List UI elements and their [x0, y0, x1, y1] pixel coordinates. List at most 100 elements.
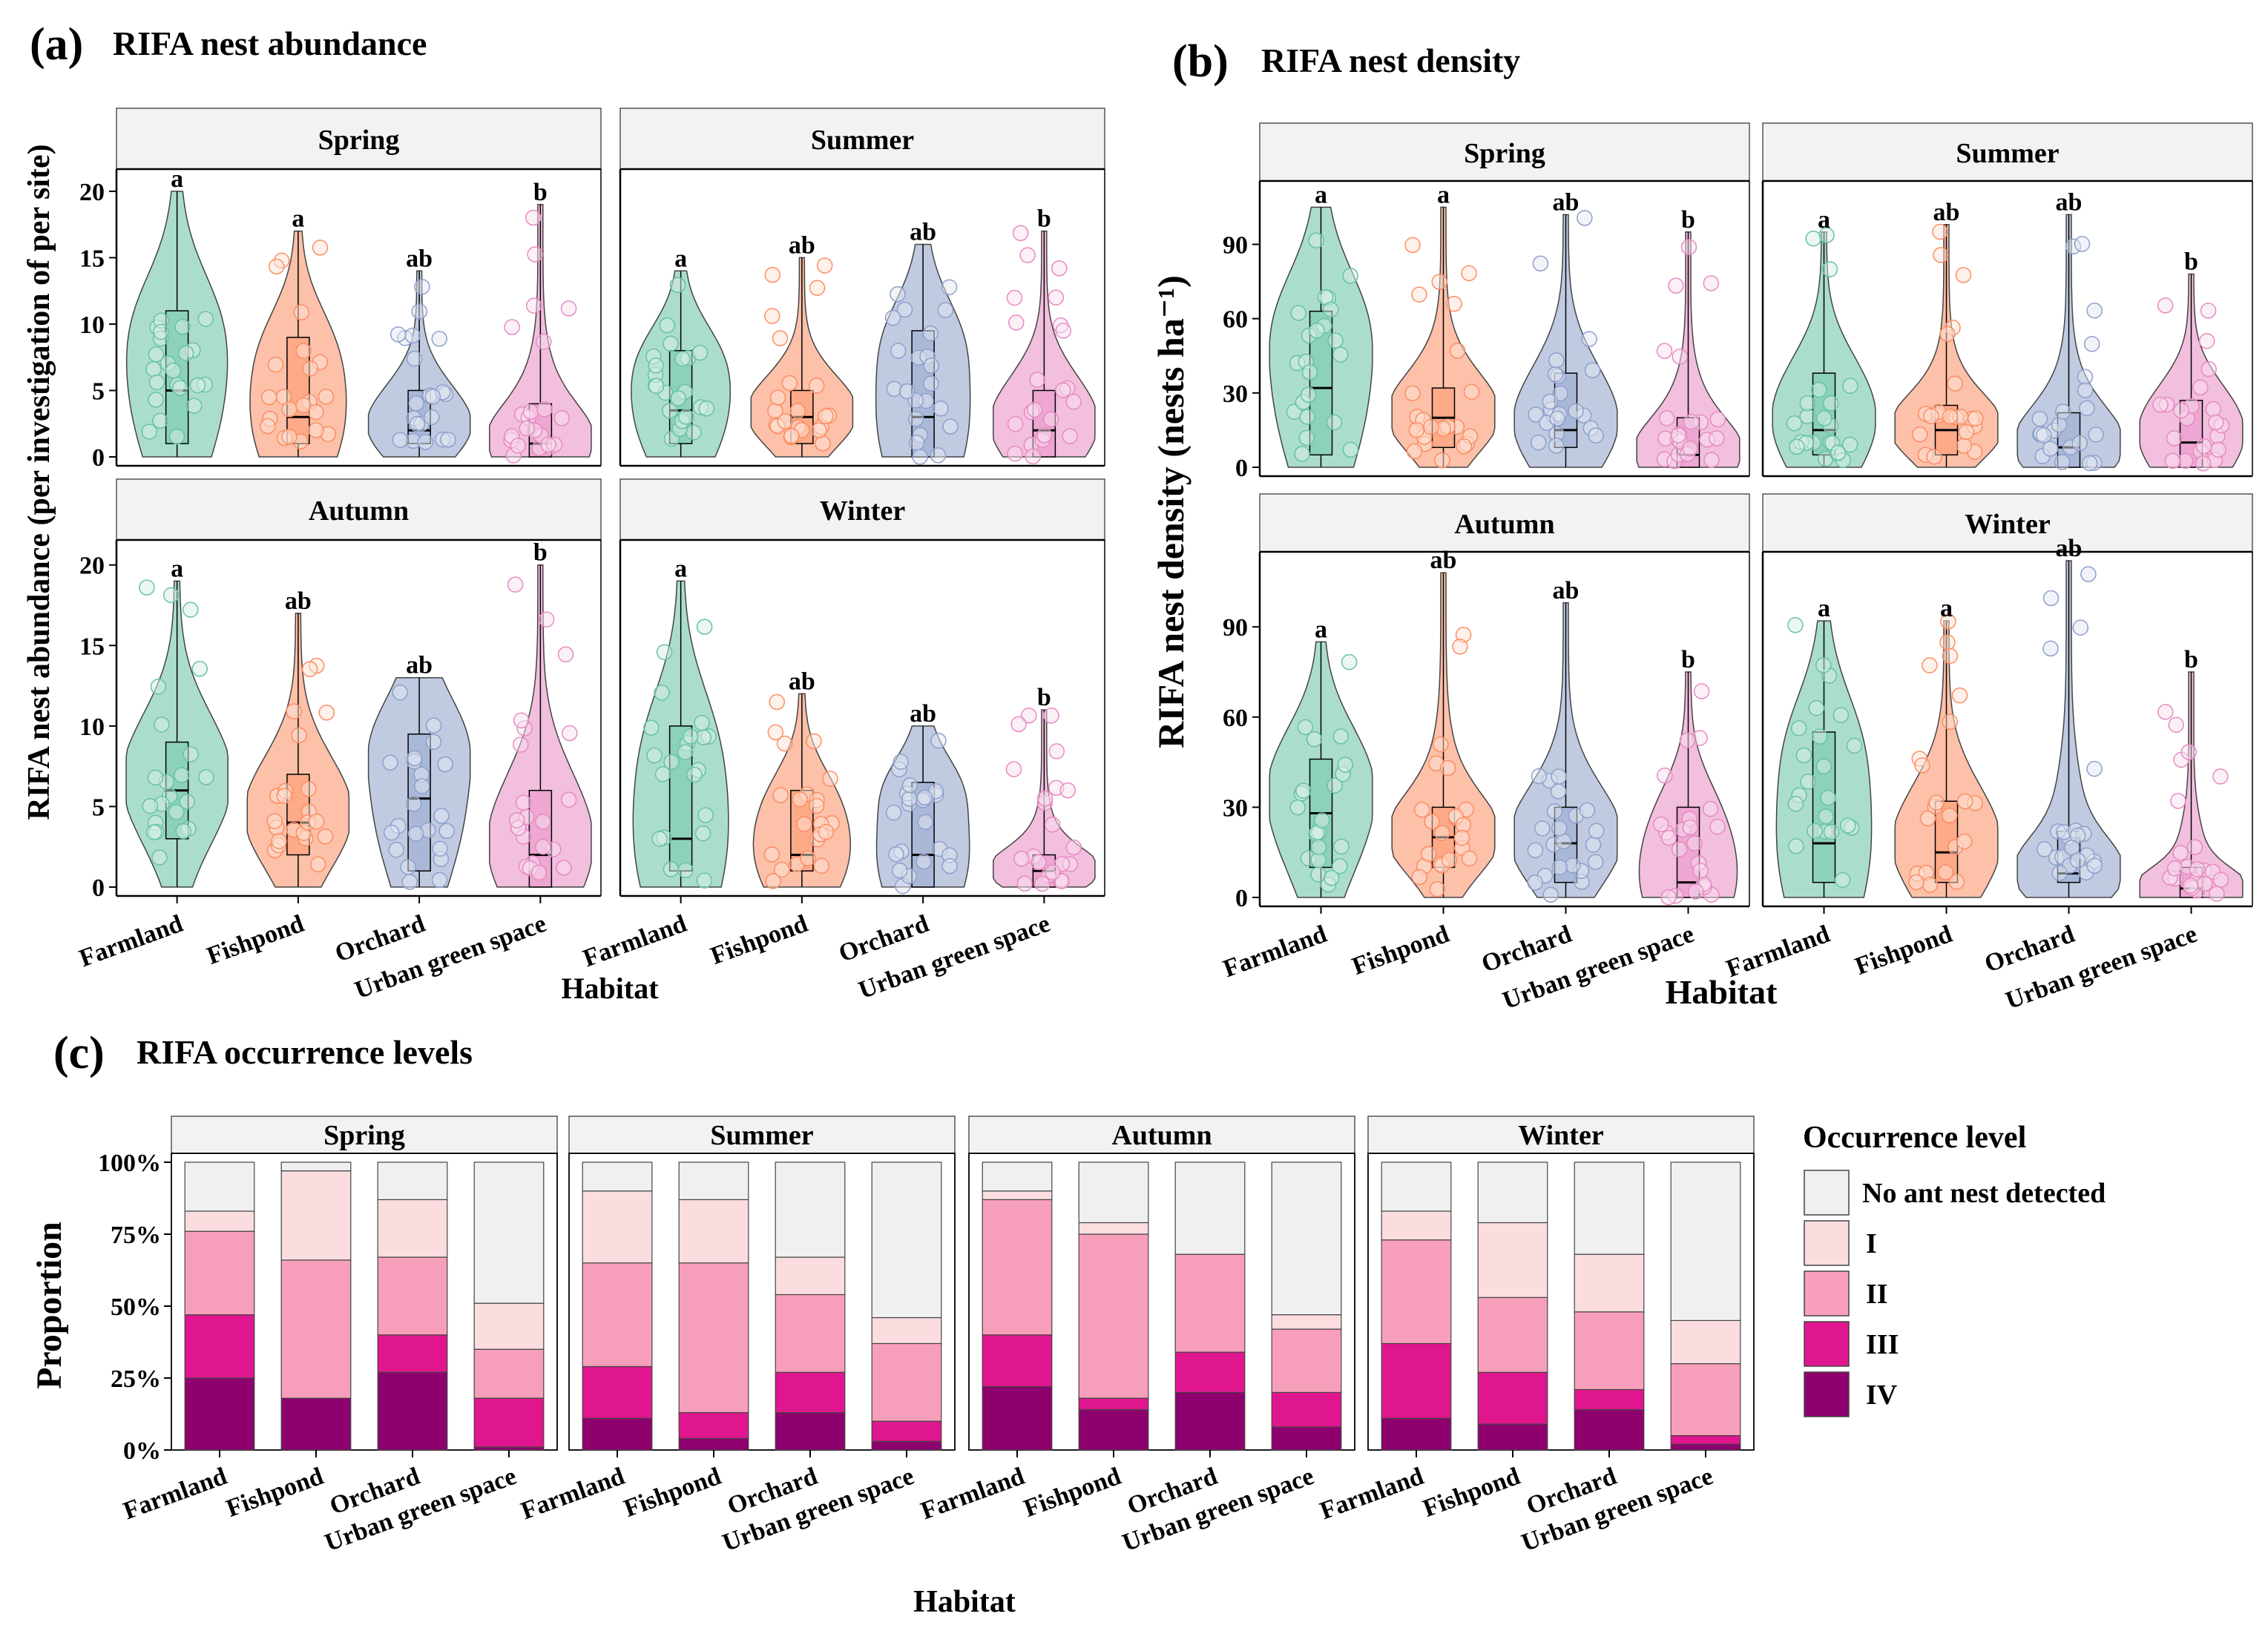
significance-letter: ab: [406, 245, 433, 272]
bar-segment-ii: [1174, 1253, 1246, 1353]
jitter-point: [1326, 414, 1343, 431]
jitter-point: [884, 309, 901, 326]
y-tick-label: 0: [92, 874, 105, 902]
jitter-point: [765, 873, 781, 889]
jitter-point: [777, 413, 793, 429]
jitter-point: [1942, 807, 1958, 824]
jitter-point: [651, 831, 668, 847]
jitter-point: [1955, 267, 1972, 283]
bar-segment-ii: [775, 1293, 846, 1373]
jitter-point: [2086, 760, 2103, 777]
jitter-point: [1968, 410, 1984, 426]
stacked-bar-autumn-0: [982, 1161, 1053, 1451]
bar-segment-iv: [582, 1417, 653, 1451]
bar-segment-iii: [871, 1420, 942, 1442]
violin-a-autumn-1: ab: [246, 587, 350, 888]
jitter-point: [1452, 639, 1468, 655]
violin-a-spring-2: ab: [367, 245, 471, 458]
jitter-point: [425, 717, 442, 734]
jitter-point: [669, 277, 686, 293]
jitter-point: [268, 258, 285, 275]
jitter-point: [1577, 210, 1593, 226]
jitter-point: [2189, 861, 2206, 877]
jitter-point: [148, 374, 165, 391]
jitter-point: [1795, 747, 1812, 764]
jitter-point: [318, 705, 335, 721]
jitter-point: [1031, 854, 1047, 871]
significance-letter: b: [1681, 646, 1695, 673]
violin-b-spring-2: ab: [1513, 188, 1618, 468]
legend-swatch: [1804, 1271, 1850, 1316]
violin-a-spring-1: a: [249, 205, 347, 458]
legend-title: Occurrence level: [1803, 1121, 2026, 1155]
jitter-point: [2197, 875, 2213, 892]
jitter-point: [686, 766, 703, 783]
bar-segment-i: [1271, 1314, 1342, 1330]
bar-segment-iv: [377, 1371, 448, 1451]
stacked-bar-autumn-1: [1078, 1161, 1149, 1451]
jitter-point: [400, 859, 416, 875]
bar-segment-none: [1174, 1161, 1246, 1255]
legend-label: IV: [1866, 1380, 1898, 1411]
jitter-point: [792, 791, 808, 808]
x-tick-label: Farmland: [917, 1463, 1028, 1526]
jitter-point: [302, 360, 318, 377]
jitter-point: [1342, 441, 1359, 458]
jitter-point: [1434, 825, 1450, 841]
jitter-point: [808, 797, 825, 814]
facet-strip-a-summer: [619, 108, 1105, 170]
jitter-point: [142, 798, 158, 814]
x-tick-label: Fishpond: [1349, 920, 1453, 981]
bar-segment-iii: [775, 1371, 846, 1414]
jitter-point: [2051, 865, 2068, 881]
stacked-bar-autumn-2: [1174, 1161, 1246, 1451]
jitter-point: [406, 750, 423, 767]
jitter-point: [696, 619, 713, 635]
jitter-point: [2152, 396, 2169, 413]
bar-segment-ii: [871, 1342, 942, 1422]
violin-b-summer-2: ab: [2016, 188, 2121, 472]
significance-letter: a: [171, 165, 183, 193]
jitter-point: [694, 714, 710, 731]
jitter-point: [414, 778, 430, 794]
jitter-point: [783, 427, 800, 444]
bar-segment-i: [184, 1210, 255, 1232]
significance-letter: a: [674, 245, 687, 272]
jitter-point: [401, 874, 418, 890]
jitter-point: [1709, 430, 1725, 446]
legend-swatch: [1804, 1371, 1850, 1417]
violin-a-summer-1: ab: [750, 231, 854, 458]
bar-segment-none: [1574, 1161, 1645, 1255]
jitter-point: [2170, 793, 2186, 809]
jitter-point: [930, 447, 947, 464]
stacked-bar-summer-1: [678, 1161, 749, 1451]
bar-segment-i: [1381, 1210, 1452, 1241]
jitter-point: [670, 390, 686, 406]
jitter-point: [808, 378, 825, 394]
jitter-point: [901, 777, 918, 794]
jitter-point: [1839, 817, 1856, 834]
facet-frame: [171, 1153, 558, 1451]
jitter-point: [525, 209, 542, 226]
jitter-point: [886, 380, 903, 398]
jitter-point: [2200, 303, 2217, 319]
jitter-point: [1404, 237, 1421, 254]
violin-a-summer-2: ab: [875, 219, 971, 465]
jitter-point: [1036, 790, 1054, 807]
jitter-point: [1051, 260, 1068, 277]
jitter-point: [433, 808, 450, 824]
facet-label-a-winter: Winter: [820, 495, 906, 527]
jitter-point: [815, 435, 831, 452]
jitter-point: [1461, 850, 1478, 867]
jitter-point: [764, 266, 781, 283]
y-tick-label: 15: [79, 245, 105, 272]
bar-segment-none: [1271, 1161, 1342, 1316]
jitter-point: [1045, 864, 1061, 880]
jitter-point: [663, 335, 679, 352]
bar-segment-iv: [1078, 1409, 1149, 1451]
jitter-point: [1314, 812, 1330, 828]
bar-segment-none: [1078, 1161, 1149, 1224]
jitter-point: [1670, 427, 1687, 444]
jitter-point: [933, 401, 949, 417]
jitter-point: [260, 389, 277, 406]
